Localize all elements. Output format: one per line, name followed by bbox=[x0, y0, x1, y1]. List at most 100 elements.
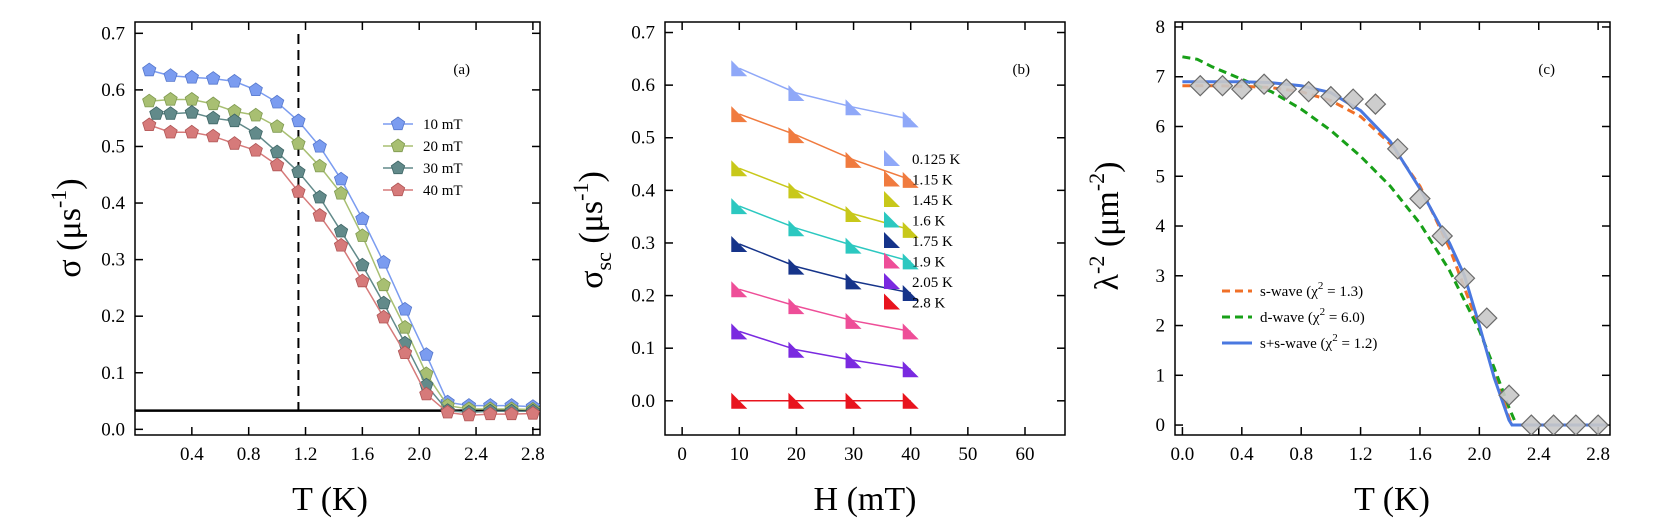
data-point bbox=[312, 139, 327, 153]
series-line-3 bbox=[739, 167, 911, 231]
data-point bbox=[163, 92, 178, 106]
legend-chi-open: (χ bbox=[1304, 310, 1320, 326]
legend-label: 0.125 K bbox=[912, 152, 961, 168]
legend-label: 2.05 K bbox=[912, 275, 953, 291]
data-point bbox=[1587, 414, 1609, 435]
panel-a-series bbox=[142, 62, 540, 422]
x-tick-label: 10 bbox=[730, 444, 749, 465]
data-point bbox=[355, 257, 370, 272]
panel-a-frame bbox=[134, 21, 541, 436]
y-tick-label: 0.4 bbox=[101, 193, 125, 214]
x-tick-label: 2.4 bbox=[464, 444, 488, 465]
data-point bbox=[376, 254, 391, 269]
legend-marker bbox=[390, 116, 406, 131]
legend-marker bbox=[884, 170, 900, 187]
data-point bbox=[1453, 267, 1476, 290]
legend-label: 1.15 K bbox=[912, 173, 953, 189]
legend-marker bbox=[390, 182, 406, 197]
legend-chi-superscript: 2 bbox=[1318, 280, 1324, 292]
x-tick-label: 2.8 bbox=[1586, 444, 1610, 465]
data-point bbox=[184, 92, 199, 106]
panel-c-label: (c) bbox=[1538, 62, 1555, 78]
data-point bbox=[1320, 85, 1342, 108]
panel-b-legend: 0.125 K 1.15 K 1.45 K 1.6 K 1.75 K 1.9 K 2.05 … bbox=[884, 150, 961, 312]
panel-c-frame bbox=[1174, 21, 1611, 436]
panel-b-series bbox=[731, 60, 919, 409]
legend-marker bbox=[884, 273, 900, 289]
x-tick-label: 2.0 bbox=[1467, 444, 1491, 465]
legend-marker bbox=[884, 211, 900, 228]
series-line-1 bbox=[739, 67, 911, 121]
data-point bbox=[397, 320, 413, 334]
data-point bbox=[788, 258, 805, 275]
panel-a-legend: 10 mT 20 mT 30 mT 40 mT bbox=[383, 116, 463, 199]
y-tick-label: 0.4 bbox=[631, 180, 655, 201]
y-tick-label: 2 bbox=[1156, 316, 1166, 337]
data-point bbox=[845, 151, 862, 168]
legend-chi-close: ) bbox=[1358, 284, 1363, 300]
data-point bbox=[731, 281, 748, 298]
y-tick-label: 0.2 bbox=[101, 306, 125, 327]
data-point bbox=[163, 68, 178, 82]
series-line-4 bbox=[148, 124, 533, 416]
legend-label: s-wave (χ2 = 1.3) bbox=[1260, 280, 1363, 300]
data-point bbox=[1275, 78, 1298, 101]
legend-label: d-wave (χ2 = 6.0) bbox=[1260, 306, 1365, 326]
data-point bbox=[206, 128, 221, 143]
data-point bbox=[355, 273, 370, 288]
data-point bbox=[1253, 73, 1275, 96]
data-point bbox=[902, 171, 919, 188]
y-tick-label: 6 bbox=[1156, 116, 1166, 137]
panel-a: 0.4 0.8 1.2 1.6 2.0 2.4 2.8 0.0 0.1 0.2 0.3 0.4 0.5 0… bbox=[46, 21, 545, 518]
legend-chi-equals: = bbox=[1325, 310, 1341, 326]
data-point bbox=[731, 106, 748, 123]
data-point bbox=[333, 185, 349, 200]
data-point bbox=[355, 228, 370, 242]
data-point bbox=[206, 96, 221, 111]
legend-label: 30 mT bbox=[423, 161, 463, 177]
x-tick-label: 0 bbox=[677, 444, 687, 465]
data-point bbox=[142, 117, 157, 132]
data-point bbox=[269, 119, 285, 133]
panel-a-xlabel: T (K) bbox=[292, 481, 368, 518]
data-point bbox=[269, 157, 285, 172]
data-point bbox=[525, 406, 540, 420]
y-tick-label: 0.7 bbox=[101, 23, 125, 44]
x-tick-label: 2.4 bbox=[1527, 444, 1551, 465]
legend-chi-superscript: 2 bbox=[1320, 306, 1326, 318]
data-point bbox=[419, 347, 434, 361]
data-point bbox=[1498, 384, 1520, 407]
legend-label: 1.45 K bbox=[912, 193, 953, 209]
data-point bbox=[1189, 74, 1212, 97]
series-line-2 bbox=[149, 98, 533, 411]
legend-chi-open: (χ bbox=[1302, 284, 1318, 300]
legend-marker bbox=[390, 138, 406, 153]
data-point bbox=[376, 295, 391, 310]
legend-chi-close: ) bbox=[1360, 310, 1365, 326]
data-point bbox=[291, 136, 306, 150]
legend-label: 10 mT bbox=[423, 117, 463, 133]
data-point bbox=[142, 62, 157, 77]
data-point bbox=[163, 106, 178, 120]
y-tick-label: 0.3 bbox=[101, 250, 125, 271]
legend-chi-open: (χ bbox=[1317, 336, 1333, 352]
panel-c-xlabel: T (K) bbox=[1354, 481, 1430, 518]
data-point bbox=[788, 127, 805, 144]
y-tick-label: 0.6 bbox=[101, 80, 125, 101]
data-point bbox=[731, 236, 748, 253]
data-point bbox=[333, 171, 349, 186]
x-tick-label: 0.0 bbox=[1171, 444, 1195, 465]
data-point bbox=[1211, 74, 1234, 97]
data-point bbox=[269, 144, 285, 159]
panel-a-ylabel: σ (μs-1) bbox=[46, 178, 88, 277]
data-point bbox=[376, 309, 391, 324]
panel-a-ticks: 0.4 0.8 1.2 1.6 2.0 2.4 2.8 0.0 0.1 0.2 0.3 0.4 0.5 0… bbox=[101, 22, 545, 465]
data-point bbox=[184, 124, 199, 139]
x-tick-label: 2.8 bbox=[521, 444, 545, 465]
data-point bbox=[845, 312, 862, 329]
legend-label: 20 mT bbox=[423, 139, 463, 155]
y-tick-label: 0 bbox=[1156, 415, 1166, 436]
data-point bbox=[1409, 187, 1431, 210]
data-point bbox=[731, 392, 748, 409]
data-point bbox=[788, 392, 805, 409]
